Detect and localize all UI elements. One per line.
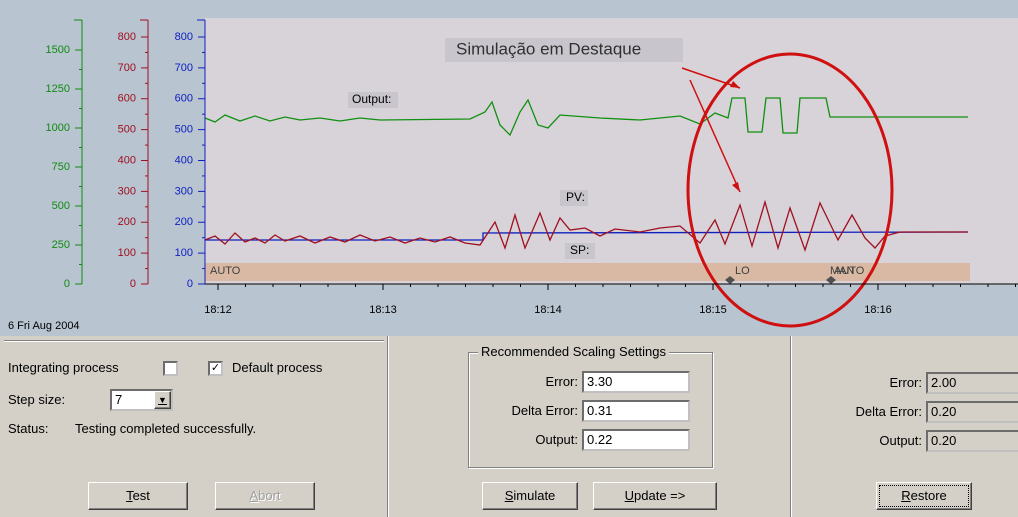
y-tick-label: 200 [118,216,136,228]
y-tick-label: 1250 [46,83,70,95]
y-tick-label: 700 [175,62,193,74]
y-tick-label: 400 [118,154,136,166]
divider [790,336,791,517]
annotation-box [445,38,683,62]
y-tick-label: 300 [118,185,136,197]
field-label: Error: [545,374,579,389]
y-tick-label: 100 [118,247,136,259]
divider [387,336,388,517]
field-label: Status: [8,421,49,436]
arrow-head [732,182,740,192]
abort-button[interactable]: Abort [215,482,315,510]
simulate-button[interactable]: Simulate [482,482,578,510]
y-tick-label: 400 [175,154,193,166]
combo-arrow[interactable]: ▼ [154,391,171,409]
field-label: Output: [535,432,578,447]
combo-value: 7 [115,392,123,407]
y-tick-label: 750 [52,161,70,173]
pv-label: PV: [566,190,585,204]
label-box [560,190,588,206]
group-line [4,340,384,341]
sp-trace [205,231,969,241]
time-label: 18:13 [369,304,397,316]
test-button[interactable]: Test [88,482,188,510]
checkbox-label: Integrating process [8,360,119,375]
field-label: Error: [889,375,923,390]
mode-label: MAN [830,265,855,277]
arrow [681,67,741,89]
arrow [689,79,741,193]
label-box [348,92,398,108]
mode-label: AUTO [834,265,865,277]
y-tick-label: 100 [175,247,193,259]
y-tick-label: 500 [175,124,193,136]
y-tick-label: 1000 [46,122,70,134]
y-tick-label: 250 [52,239,70,251]
highlight-circle [686,52,894,328]
text-field[interactable]: 0.31 [582,400,690,422]
status-text: Testing completed successfully. [75,421,257,436]
time-label: 18:16 [864,304,892,316]
y-tick-label: 300 [175,185,193,197]
group-title: Recommended Scaling Settings [478,344,669,359]
checkbox[interactable] [163,361,178,376]
time-label: 18:12 [204,304,232,316]
text-field[interactable]: 0.22 [582,429,690,451]
y-tick-label: 800 [175,31,193,43]
y-tick-label: 0 [130,278,136,290]
text-field[interactable]: 0.20 [926,430,1018,452]
update-button[interactable]: Update => [593,482,717,510]
field-label: Output: [879,433,922,448]
checkbox-label: Default process [232,360,323,375]
y-tick-label: 500 [52,200,70,212]
trend-chart: Simulação em Destaque Output: PV: SP: AU… [0,0,1018,336]
pv-trace [204,199,968,253]
mode-band [205,263,970,281]
y-tick-label: 1500 [46,44,70,56]
y-tick-label: 0 [64,278,70,290]
y-tick-label: 0 [187,278,193,290]
y-tick-label: 700 [118,62,136,74]
date-label: 6 Fri Aug 2004 [8,320,80,332]
y-tick-label: 600 [175,93,193,105]
mode-label: LO [735,265,750,277]
checkbox[interactable]: ✓ [208,361,223,376]
annotation: Simulação em Destaque [456,39,641,58]
y-tick-label: 500 [118,124,136,136]
time-label: 18:15 [699,304,727,316]
output-trace [204,97,968,137]
time-label: 18:14 [534,304,562,316]
label-box [565,243,595,259]
text-field[interactable]: 0.20 [926,401,1018,423]
output-label: Output: [352,92,391,106]
y-tick-label: 800 [118,31,136,43]
sp-label: SP: [570,243,589,257]
y-tick-label: 600 [118,93,136,105]
field-label: Delta Error: [511,403,578,418]
text-field[interactable]: 3.30 [582,371,690,393]
field-label: Step size: [8,392,66,407]
arrow-head [730,81,740,88]
text-field[interactable]: 2.00 [926,372,1018,394]
y-tick-label: 200 [175,216,193,228]
restore-button[interactable]: Restore [876,482,972,510]
field-label: Delta Error: [855,404,922,419]
mode-label: AUTO [210,265,241,277]
